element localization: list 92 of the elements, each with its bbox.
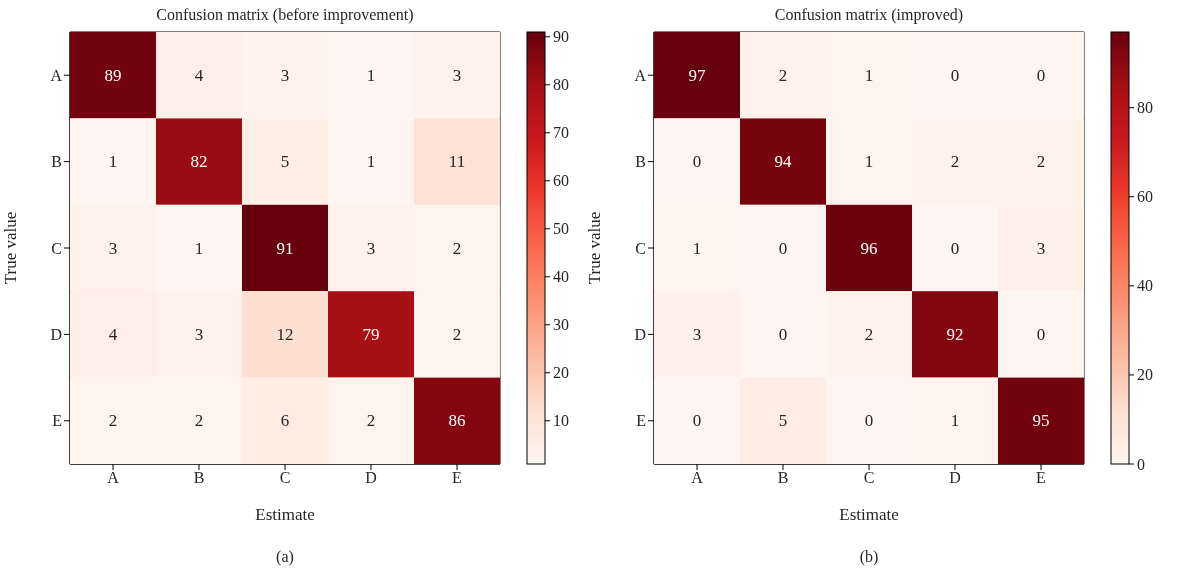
y-tick-label: D [634, 326, 646, 344]
data-label: 3 [280, 65, 290, 85]
color-bar-label: 50 [553, 220, 569, 238]
data-label: 0 [778, 324, 788, 344]
data-label: 0 [1036, 324, 1046, 344]
color-bar-label: 20 [1137, 366, 1153, 384]
data-label: 86 [448, 411, 466, 431]
color-bar-label: 60 [1137, 188, 1153, 206]
color-bar-label: 40 [1137, 277, 1153, 295]
data-label: 82 [190, 152, 208, 172]
data-label: 12 [276, 324, 294, 344]
data-label: 0 [692, 411, 702, 431]
y-tick-label: B [635, 153, 646, 171]
color-bar-label: 40 [553, 268, 569, 286]
data-label: 0 [864, 411, 874, 431]
data-label: 96 [860, 238, 878, 258]
data-label: 4 [194, 65, 204, 85]
color-bar-label: 80 [553, 76, 569, 94]
color-bar-label: 10 [553, 412, 569, 430]
data-label: 5 [280, 152, 290, 172]
data-label: 2 [864, 324, 874, 344]
data-label: 1 [864, 65, 874, 85]
x-axis-title: Estimate [255, 505, 315, 524]
data-label: 3 [108, 238, 118, 258]
data-label: 1 [366, 152, 376, 172]
color-bar-label: 70 [553, 124, 569, 142]
text: (b) [858, 548, 880, 566]
x-tick-label: C [863, 469, 875, 487]
data-label: 6 [280, 411, 290, 431]
x-tick-label: C [279, 469, 291, 487]
x-tick-label: D [365, 469, 377, 487]
x-tick-label: A [691, 469, 704, 487]
x-tick-label: E [452, 469, 462, 487]
chart-title: Confusion matrix (before improvement) [155, 6, 415, 24]
color-bar-label: 60 [553, 172, 569, 190]
data-label: 11 [448, 152, 466, 172]
data-label: 2 [778, 65, 788, 85]
y-axis-title: True value [585, 211, 605, 285]
text: (a) [275, 548, 295, 566]
data-label: 3 [194, 324, 204, 344]
data-label: 0 [950, 238, 960, 258]
data-label: 0 [1036, 65, 1046, 85]
data-label: 1 [692, 238, 702, 258]
y-tick-label: B [51, 153, 62, 171]
data-label: 3 [366, 238, 376, 258]
data-label: 3 [452, 65, 462, 85]
y-tick-label: D [50, 326, 62, 344]
y-tick-label: A [50, 66, 63, 84]
data-label: 2 [108, 411, 118, 431]
data-label: 4 [108, 324, 118, 344]
data-label: 2 [950, 152, 960, 172]
data-label: 97 [688, 65, 706, 85]
x-axis-title: Estimate [839, 505, 899, 524]
data-label: 3 [1036, 238, 1046, 258]
data-label: 0 [692, 152, 702, 172]
data-label: 5 [778, 411, 788, 431]
color-bar-label: 20 [553, 364, 569, 382]
color-bar-label: 80 [1137, 99, 1153, 117]
data-label: 91 [276, 238, 294, 258]
data-label: 2 [452, 238, 462, 258]
color-bar-label: 90 [553, 28, 569, 46]
data-label: 1 [864, 152, 874, 172]
data-label: 1 [194, 238, 204, 258]
data-label: 0 [950, 65, 960, 85]
data-label: 95 [1032, 411, 1050, 431]
data-label: 89 [104, 65, 122, 85]
data-label: 2 [452, 324, 462, 344]
data-label: 92 [946, 324, 964, 344]
chart-title: Confusion matrix (improved) [773, 6, 965, 24]
y-tick-label: A [634, 66, 647, 84]
x-tick-label: D [949, 469, 961, 487]
y-tick-label: E [52, 412, 62, 430]
data-label: 1 [108, 152, 118, 172]
data-label: 3 [692, 324, 702, 344]
x-tick-label: B [193, 469, 205, 487]
y-tick-label: C [635, 239, 646, 257]
y-tick-label: C [51, 239, 62, 257]
y-axis-title: True value [1, 211, 21, 285]
x-tick-label: E [1036, 469, 1046, 487]
x-tick-label: A [107, 469, 120, 487]
data-label: 2 [194, 411, 204, 431]
data-label: 1 [366, 65, 376, 85]
data-label: 94 [774, 152, 792, 172]
color-bar-label: 30 [553, 316, 569, 334]
color-bar-label: 0 [1137, 455, 1145, 473]
data-label: 0 [778, 238, 788, 258]
data-label: 2 [366, 411, 376, 431]
y-tick-label: E [636, 412, 646, 430]
data-label: 2 [1036, 152, 1046, 172]
data-label: 1 [950, 411, 960, 431]
data-label: 79 [362, 324, 380, 344]
x-tick-label: B [777, 469, 789, 487]
